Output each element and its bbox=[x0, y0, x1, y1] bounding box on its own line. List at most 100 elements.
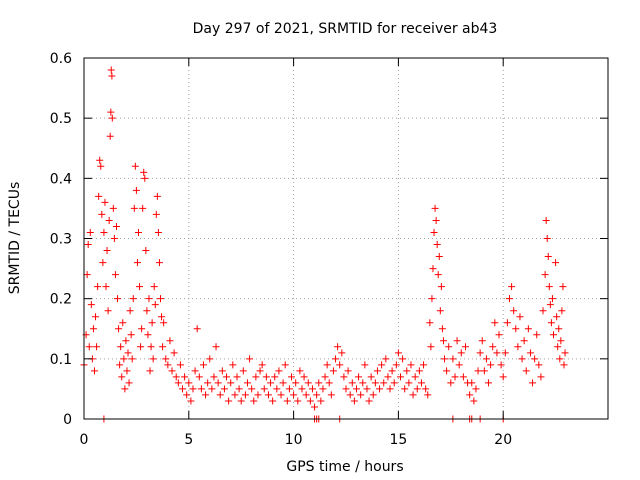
data-point bbox=[296, 367, 304, 375]
data-point bbox=[199, 361, 207, 369]
x-tick-label: 5 bbox=[184, 432, 193, 448]
data-point bbox=[533, 331, 541, 339]
data-point bbox=[503, 319, 511, 327]
data-point bbox=[275, 367, 283, 375]
data-point bbox=[394, 349, 402, 357]
data-point bbox=[399, 355, 407, 363]
data-point bbox=[127, 331, 135, 339]
data-point bbox=[233, 373, 241, 381]
data-point bbox=[367, 373, 375, 381]
data-point bbox=[321, 373, 329, 381]
data-point bbox=[323, 361, 331, 369]
data-point bbox=[457, 349, 465, 357]
data-point bbox=[96, 156, 104, 164]
data-point bbox=[311, 403, 319, 411]
data-point bbox=[126, 307, 134, 315]
data-point bbox=[197, 385, 205, 393]
data-point bbox=[132, 186, 140, 194]
data-point bbox=[327, 391, 335, 399]
data-point bbox=[159, 343, 167, 351]
data-point bbox=[376, 385, 384, 393]
data-point bbox=[128, 355, 136, 363]
data-point bbox=[548, 295, 556, 303]
data-point bbox=[264, 391, 272, 399]
data-point bbox=[239, 367, 247, 375]
data-point bbox=[162, 355, 170, 363]
data-point bbox=[559, 283, 567, 291]
data-point bbox=[288, 373, 296, 381]
data-point bbox=[424, 391, 432, 399]
data-point bbox=[529, 379, 537, 387]
data-point bbox=[98, 210, 106, 218]
data-point bbox=[246, 355, 254, 363]
data-point bbox=[300, 373, 308, 381]
data-point bbox=[279, 379, 287, 387]
data-point bbox=[433, 241, 441, 249]
data-point bbox=[541, 271, 549, 279]
data-point bbox=[172, 373, 180, 381]
data-point bbox=[544, 253, 552, 261]
y-tick-label: 0 bbox=[63, 412, 72, 428]
data-point bbox=[413, 385, 421, 393]
data-point bbox=[252, 373, 260, 381]
data-point bbox=[118, 373, 126, 381]
data-point bbox=[237, 397, 245, 405]
data-point bbox=[143, 307, 151, 315]
data-point bbox=[136, 283, 144, 291]
data-point bbox=[445, 343, 453, 351]
data-point bbox=[256, 367, 264, 375]
data-point bbox=[380, 379, 388, 387]
data-point bbox=[386, 385, 394, 393]
data-point bbox=[427, 343, 435, 351]
y-tick-label: 0.3 bbox=[50, 232, 72, 248]
data-point bbox=[459, 373, 467, 381]
data-point bbox=[547, 319, 555, 327]
data-point bbox=[140, 168, 148, 176]
data-point bbox=[89, 325, 97, 333]
data-point bbox=[545, 283, 553, 291]
data-point bbox=[302, 391, 310, 399]
data-point bbox=[329, 367, 337, 375]
data-point bbox=[355, 373, 363, 381]
data-point bbox=[212, 343, 220, 351]
data-point bbox=[520, 337, 528, 345]
data-point bbox=[468, 379, 476, 387]
data-point bbox=[441, 355, 449, 363]
data-point bbox=[409, 391, 417, 399]
data-point bbox=[94, 283, 102, 291]
data-point bbox=[100, 228, 108, 236]
data-point bbox=[510, 307, 518, 315]
data-point bbox=[99, 259, 107, 267]
data-point bbox=[144, 331, 152, 339]
data-point bbox=[443, 367, 451, 375]
data-point bbox=[556, 355, 564, 363]
data-point bbox=[285, 385, 293, 393]
data-point bbox=[141, 174, 149, 182]
data-point bbox=[499, 373, 507, 381]
data-point bbox=[348, 379, 356, 387]
data-point bbox=[539, 307, 547, 315]
data-point bbox=[438, 325, 446, 333]
data-point bbox=[373, 367, 381, 375]
data-point bbox=[179, 385, 187, 393]
data-point bbox=[146, 367, 154, 375]
data-point bbox=[447, 379, 455, 387]
data-point bbox=[254, 391, 262, 399]
data-point bbox=[137, 343, 145, 351]
data-point bbox=[130, 204, 138, 212]
data-point bbox=[149, 355, 157, 363]
data-point bbox=[158, 313, 166, 321]
data-point bbox=[482, 355, 490, 363]
data-point bbox=[131, 162, 139, 170]
data-point bbox=[429, 265, 437, 273]
data-point bbox=[403, 367, 411, 375]
data-point bbox=[531, 355, 539, 363]
data-point bbox=[543, 235, 551, 242]
data-point bbox=[390, 379, 398, 387]
data-point bbox=[401, 385, 409, 393]
data-point bbox=[195, 373, 203, 381]
y-tick-label: 0.1 bbox=[50, 352, 72, 368]
data-point bbox=[183, 391, 191, 399]
data-point bbox=[154, 228, 162, 236]
data-point bbox=[116, 361, 124, 369]
